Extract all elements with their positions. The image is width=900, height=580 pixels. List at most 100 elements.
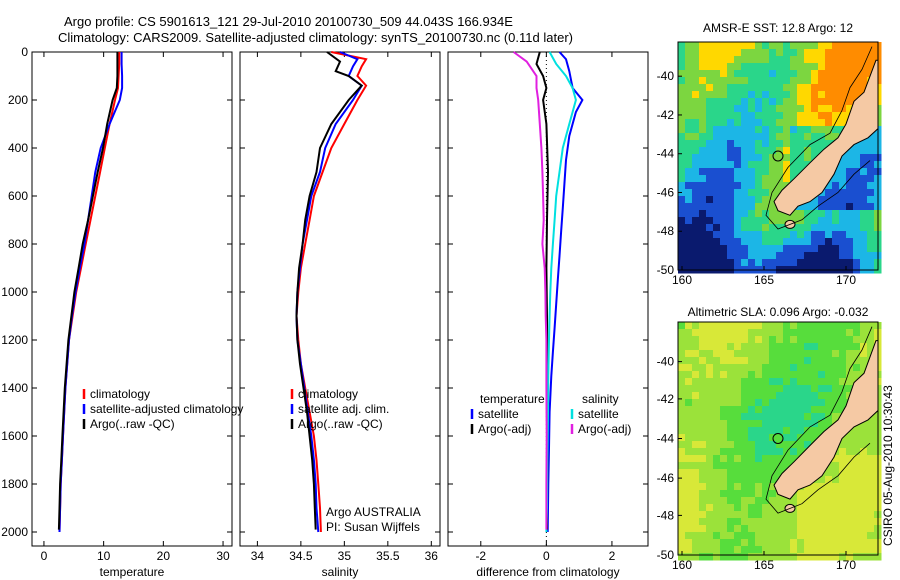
map-cell (720, 490, 728, 498)
map-cell (776, 350, 784, 358)
map-cell (825, 105, 833, 113)
map-cell (685, 532, 693, 540)
map-cell (727, 49, 735, 57)
map-cell (860, 539, 868, 547)
map-cell (804, 238, 812, 246)
map-cell (692, 231, 700, 239)
map-cell (790, 350, 798, 358)
map-cell (825, 133, 833, 141)
map-cell (692, 147, 700, 155)
map-cell (769, 175, 777, 183)
map-cell (699, 238, 707, 246)
map-cell (762, 413, 770, 421)
map-cell (790, 91, 798, 99)
map-cell (755, 56, 763, 64)
map-cell (692, 42, 700, 50)
map-cell (825, 336, 833, 344)
map-cell (727, 133, 735, 141)
map-cell (769, 182, 777, 190)
map-cell (853, 497, 861, 505)
map-cell (811, 70, 819, 78)
map-cell (797, 427, 805, 435)
map-cell (720, 434, 728, 442)
map-cell (860, 497, 868, 505)
map-cell (685, 189, 693, 197)
map-cell (832, 378, 840, 386)
map-cell (713, 539, 721, 547)
map-cell (853, 189, 861, 197)
map-cell (699, 189, 707, 197)
map-cell (720, 231, 728, 239)
map-cell (678, 518, 686, 526)
map-cell (741, 112, 749, 120)
map-cell (797, 434, 805, 442)
map-cell (713, 525, 721, 533)
map-cell (678, 546, 686, 554)
panel-frame (31, 51, 233, 547)
map-cell (860, 364, 868, 372)
map-cell (720, 364, 728, 372)
map-cell (727, 385, 735, 393)
map-cell (748, 56, 756, 64)
map-cell (692, 224, 700, 232)
map-cell (790, 406, 798, 414)
map-cell (678, 357, 686, 365)
map-cell (748, 77, 756, 85)
map-cell (783, 434, 791, 442)
map-cell (811, 196, 819, 204)
map-cell (846, 539, 854, 547)
map-cell (692, 126, 700, 134)
map-cell (832, 259, 840, 267)
map-cell (762, 532, 770, 540)
map-cell (727, 182, 735, 190)
map-cell (783, 252, 791, 260)
map-cell (692, 532, 700, 540)
map-cell (755, 105, 763, 113)
map-cell (783, 126, 791, 134)
map-cell (846, 434, 854, 442)
map-cell (797, 385, 805, 393)
map-cell (692, 539, 700, 547)
map-cell (783, 462, 791, 470)
map-cell (713, 469, 721, 477)
map-cell (678, 385, 686, 393)
map-cell (741, 518, 749, 526)
map-cell (790, 553, 798, 561)
map-cell (818, 126, 826, 134)
map-cell (741, 175, 749, 183)
map-cell (839, 371, 847, 379)
map-cell (685, 168, 693, 176)
map-cell (713, 350, 721, 358)
map-cell (734, 364, 742, 372)
panel-frame (447, 51, 649, 547)
map-cell (678, 427, 686, 435)
y-tick-label: 0 (21, 45, 28, 59)
map-cell (727, 546, 735, 554)
map-cell (825, 420, 833, 428)
map-cell (741, 105, 749, 113)
map-cell (692, 245, 700, 253)
map-cell (734, 462, 742, 470)
map-cell (832, 210, 840, 218)
map-cell (839, 357, 847, 365)
map-cell (818, 511, 826, 519)
map-cell (692, 518, 700, 526)
map-cell (748, 448, 756, 456)
map-cell (776, 469, 784, 477)
map-cell (727, 42, 735, 50)
x-tick-label: 34 (251, 549, 265, 563)
map-cell (776, 448, 784, 456)
map-cell (692, 203, 700, 211)
map-cell (762, 203, 770, 211)
map-cell (692, 70, 700, 78)
map-cell (790, 112, 798, 120)
map-cell (748, 49, 756, 57)
map-cell (811, 77, 819, 85)
map-cell (818, 322, 826, 330)
map-cell (811, 322, 819, 330)
map-cell (846, 168, 854, 176)
map-cell (853, 539, 861, 547)
map-cell (734, 392, 742, 400)
map-cell (790, 378, 798, 386)
map-cell (839, 42, 847, 50)
